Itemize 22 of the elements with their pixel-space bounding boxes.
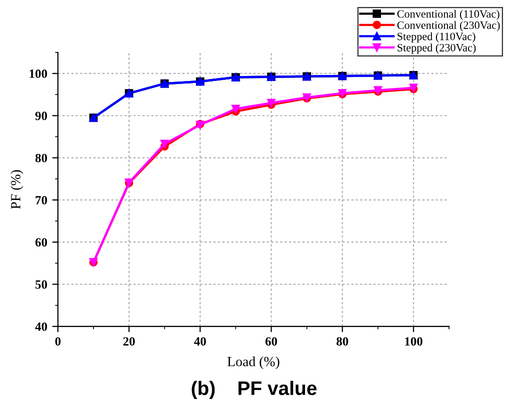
legend-label: Stepped (230Vac)	[398, 44, 476, 54]
legend-label: Conventional (230Vac)	[397, 21, 500, 32]
y-tick-label: 50	[35, 280, 48, 289]
legend-label: Conventional (110Vac)	[397, 10, 500, 20]
text: (b) PF value	[192, 380, 317, 399]
y-tick-label: 70	[36, 196, 48, 204]
y-tick-label: 40	[35, 322, 48, 331]
legend-label: Stepped (110Vac)	[398, 32, 476, 42]
x-tick-label: 20	[123, 337, 135, 346]
point	[160, 140, 169, 148]
y-tick-label: 90	[35, 112, 48, 120]
point	[232, 104, 240, 114]
x-tick-label: 0	[55, 337, 61, 346]
y-tick-label: 100	[30, 69, 48, 78]
x-tick-label: 40	[194, 337, 206, 346]
y-tick-label: 80	[35, 154, 48, 162]
x-tick-label: 60	[265, 337, 278, 346]
x-tick-label: 100	[405, 337, 422, 346]
y-tick-label: 60	[35, 238, 48, 247]
y-axis-title: PF (%)	[10, 170, 24, 209]
x-axis-title: Load (%)	[227, 356, 280, 370]
x-tick-label: 80	[336, 337, 348, 346]
